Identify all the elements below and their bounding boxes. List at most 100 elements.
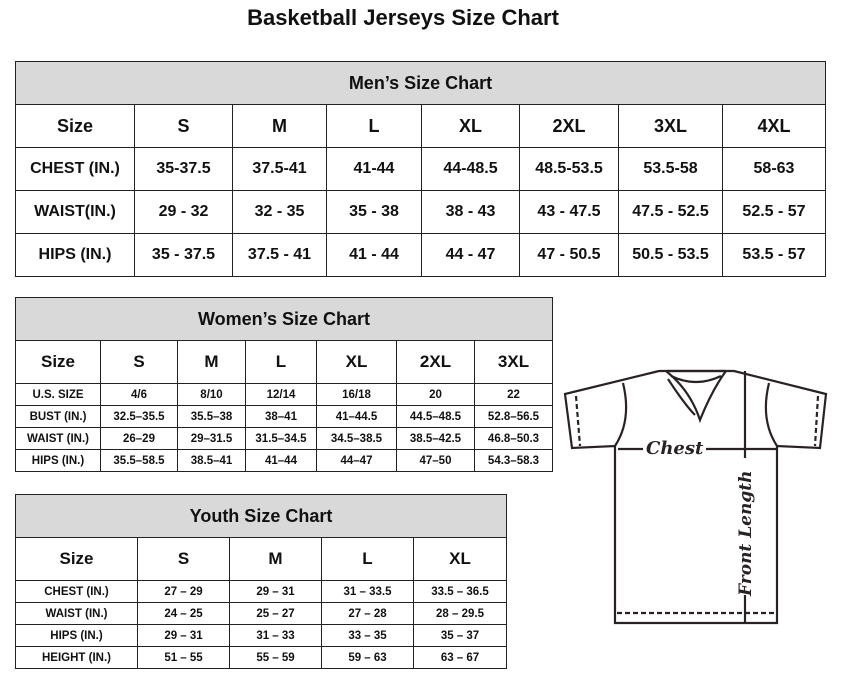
row-label: Size (15, 340, 101, 384)
table-cell: 48.5-53.5 (519, 147, 619, 191)
table-cell: 34.5–38.5 (316, 427, 397, 450)
table-cell: 41–44 (245, 449, 317, 472)
table-cell: M (177, 340, 246, 384)
table-cell: 24 – 25 (137, 602, 230, 625)
table-cell: L (321, 537, 414, 581)
row-label: HIPS (IN.) (15, 449, 101, 472)
table-cell: 31.5–34.5 (245, 427, 317, 450)
row-label: WAIST (IN.) (15, 427, 101, 450)
table-title: Youth Size Chart (14, 494, 508, 538)
row-label: HIPS (IN.) (15, 624, 138, 647)
table-cell: L (245, 340, 317, 384)
page-title: Basketball Jerseys Size Chart (247, 5, 559, 30)
chest-label: Chest (646, 438, 704, 459)
header-row: Size S M L XL (15, 537, 508, 581)
row-label: U.S. SIZE (15, 383, 101, 406)
table-cell: 2XL (519, 104, 619, 148)
table-row: CHEST (IN.) 35-37.5 37.5-41 41-44 44-48.5 48.… (15, 147, 826, 191)
table-cell: 38.5–41 (177, 449, 246, 472)
table-cell: 35-37.5 (134, 147, 233, 191)
table-cell: 63 – 67 (412, 646, 508, 669)
table-cell: 28 – 29.5 (412, 602, 508, 625)
row-label: HEIGHT (IN.) (15, 646, 138, 669)
table-cell: 12/14 (245, 383, 317, 406)
table-cell: 20 (396, 383, 475, 406)
youth-size-table: Youth Size Chart Size S M L XL CHEST (IN.) 27 … (14, 494, 508, 669)
table-cell: 41-44 (326, 147, 422, 191)
header-row: Size S M L XL 2XL 3XL 4XL (15, 104, 826, 148)
table-cell: 35 - 38 (326, 190, 422, 234)
row-label: WAIST (IN.) (15, 602, 138, 625)
table-cell: 29 - 32 (134, 190, 233, 234)
table-cell: 38 - 43 (421, 190, 520, 234)
womens-size-table: Women’s Size Chart Size S M L XL 2XL 3XL U.S. S… (14, 297, 554, 472)
table-row: U.S. SIZE 4/6 8/10 12/14 16/18 20 22 (15, 383, 554, 406)
table-cell: 27 – 29 (137, 580, 230, 603)
table-cell: 38–41 (245, 405, 317, 428)
table-cell: 37.5-41 (232, 147, 327, 191)
table-cell: 52.8–56.5 (473, 405, 554, 428)
table-cell: 46.8–50.3 (473, 427, 554, 450)
table-cell: 31 – 33.5 (321, 580, 414, 603)
table-cell: M (229, 537, 322, 581)
table-cell: 44.5–48.5 (396, 405, 475, 428)
table-cell: 4/6 (100, 383, 178, 406)
table-cell: L (326, 104, 422, 148)
table-cell: 33.5 – 36.5 (412, 580, 508, 603)
table-cell: 25 – 27 (229, 602, 322, 625)
front-length-label: Front Length (736, 471, 756, 597)
table-cell: 32.5–35.5 (100, 405, 178, 428)
table-cell: 2XL (396, 340, 475, 384)
table-cell: 37.5 - 41 (232, 233, 327, 277)
table-row: BUST (IN.) 32.5–35.5 35.5–38 38–41 41–44.5 44… (15, 405, 554, 428)
table-cell: 52.5 - 57 (722, 190, 826, 234)
table-row: HIPS (IN.) 35.5–58.5 38.5–41 41–44 44–47 47–5… (15, 449, 554, 472)
tshirt-diagram: Chest Front Length (563, 369, 828, 625)
table-cell: XL (421, 104, 520, 148)
table-cell: 53.5 - 57 (722, 233, 826, 277)
collar (665, 369, 727, 424)
table-title: Men’s Size Chart (15, 61, 826, 105)
table-cell: 29 – 31 (229, 580, 322, 603)
table-cell: 4XL (722, 104, 826, 148)
row-label: Size (15, 537, 138, 581)
row-label: CHEST (IN.) (15, 147, 135, 191)
table-title: Women’s Size Chart (14, 297, 554, 341)
row-label: WAIST(IN.) (15, 190, 135, 234)
table-row: WAIST (IN.) 24 – 25 25 – 27 27 – 28 28 – 29.… (15, 602, 508, 625)
table-row: WAIST (IN.) 26–29 29–31.5 31.5–34.5 34.5–38.… (15, 427, 554, 450)
row-label: Size (15, 104, 135, 148)
table-cell: 16/18 (316, 383, 397, 406)
table-cell: 44–47 (316, 449, 397, 472)
table-cell: 22 (473, 383, 554, 406)
table-cell: 54.3–58.3 (473, 449, 554, 472)
table-cell: S (100, 340, 178, 384)
table-cell: S (137, 537, 230, 581)
table-cell: XL (412, 537, 508, 581)
table-cell: 35 – 37 (412, 624, 508, 647)
table-cell: 43 - 47.5 (519, 190, 619, 234)
table-cell: 47.5 - 52.5 (618, 190, 723, 234)
table-cell: 32 - 35 (232, 190, 327, 234)
table-cell: 51 – 55 (137, 646, 230, 669)
table-cell: 31 – 33 (229, 624, 322, 647)
table-cell: 3XL (618, 104, 723, 148)
table-cell: 53.5-58 (618, 147, 723, 191)
table-cell: 27 – 28 (321, 602, 414, 625)
row-label: BUST (IN.) (15, 405, 101, 428)
shirt-outline (563, 369, 828, 625)
table-cell: M (232, 104, 327, 148)
table-row: CHEST (IN.) 27 – 29 29 – 31 31 – 33.5 33.5 –… (15, 580, 508, 603)
table-cell: 35 - 37.5 (134, 233, 233, 277)
table-cell: 35.5–38 (177, 405, 246, 428)
table-cell: 41 - 44 (326, 233, 422, 277)
table-cell: 50.5 - 53.5 (618, 233, 723, 277)
table-row: HEIGHT (IN.) 51 – 55 55 – 59 59 – 63 63 – 67 (15, 646, 508, 669)
table-cell: 47 - 50.5 (519, 233, 619, 277)
table-cell: 29–31.5 (177, 427, 246, 450)
table-cell: 44 - 47 (421, 233, 520, 277)
table-cell: 55 – 59 (229, 646, 322, 669)
table-cell: 58-63 (722, 147, 826, 191)
table-row: HIPS (IN.) 29 – 31 31 – 33 33 – 35 35 – 37 (15, 624, 508, 647)
table-cell: 44-48.5 (421, 147, 520, 191)
